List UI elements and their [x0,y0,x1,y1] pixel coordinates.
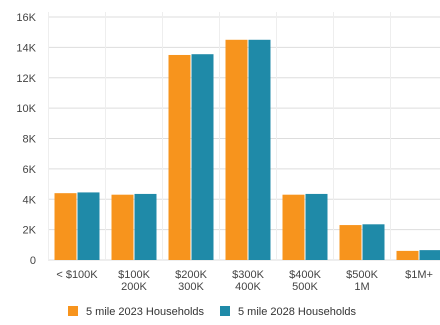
bar-2028 [419,250,440,260]
y-tick-label: 6K [23,164,37,176]
bar-2028 [248,39,271,260]
y-tick-label: 16K [16,12,36,24]
legend-label: 5 mile 2028 Households [238,306,357,318]
legend-swatch [220,306,230,316]
bar-2023 [396,250,419,260]
bar-2028 [191,54,214,260]
y-tick-label: 12K [16,73,36,85]
bar-2028 [305,193,328,260]
legend-item: 5 mile 2023 Households [68,306,205,318]
x-tick-label: $200K 300K [175,269,207,293]
bar-2023 [54,193,77,260]
bar-2023 [111,194,134,260]
y-tick-label: 10K [16,103,36,115]
legend: 5 mile 2023 Households 5 mile 2028 Househ… [68,306,357,318]
y-tick-label: 0 [30,255,36,267]
x-tick-label: $500K 1M [346,269,378,293]
x-tick-label: < $100K [56,269,98,281]
y-tick-label: 8K [23,134,37,146]
x-tick-label: $100K 200K [118,269,150,293]
y-axis: 0 2K 4K 6K 8K 10K 12K 14K 16K [16,12,36,267]
bars [54,39,440,260]
legend-item: 5 mile 2028 Households [220,306,357,318]
y-tick-label: 4K [23,194,37,206]
bar-2028 [362,224,385,260]
legend-swatch [68,306,78,316]
x-tick-label: $300K 400K [232,269,264,293]
bar-2023 [339,225,362,260]
y-tick-label: 14K [16,42,36,54]
legend-label: 5 mile 2023 Households [86,306,205,318]
bar-2023 [282,194,305,260]
bar-2028 [134,193,157,260]
x-tick-label: $400K 500K [289,269,321,293]
x-axis: < $100K $100K 200K $200K 300K $300K 400K $400K 5… [56,269,433,293]
y-tick-label: 2K [23,225,37,237]
bar-2028 [77,192,100,260]
bar-2023 [225,39,248,260]
x-tick-label: $1M+ [405,269,433,281]
bar-2023 [168,54,191,260]
